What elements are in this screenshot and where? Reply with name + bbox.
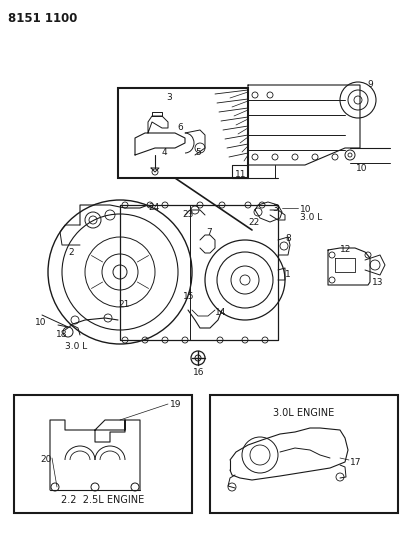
Text: 8151 1100: 8151 1100	[8, 12, 77, 25]
Text: 19: 19	[170, 400, 182, 409]
Text: 6: 6	[177, 123, 183, 132]
Text: 23: 23	[182, 210, 193, 219]
Bar	[118, 88, 248, 178]
Text: 22: 22	[248, 218, 259, 227]
Text: 3.0L ENGINE: 3.0L ENGINE	[273, 408, 335, 418]
Text: 21: 21	[118, 300, 129, 309]
Text: 2: 2	[68, 248, 74, 257]
Text: 3: 3	[272, 204, 278, 213]
Text: 7: 7	[206, 228, 212, 237]
Text: 10: 10	[356, 164, 367, 173]
Text: 14: 14	[215, 308, 226, 317]
Text: 12: 12	[340, 245, 351, 254]
Text: 10: 10	[300, 205, 312, 214]
Bar	[210, 395, 398, 513]
Text: 16: 16	[193, 368, 205, 377]
Text: 3: 3	[166, 93, 172, 102]
Text: 8: 8	[285, 234, 291, 243]
Text: 20: 20	[40, 455, 51, 464]
Text: 4: 4	[162, 148, 168, 157]
Text: 1: 1	[285, 270, 291, 279]
Text: 9: 9	[367, 80, 373, 89]
Text: 17: 17	[350, 458, 362, 467]
Text: 18: 18	[56, 330, 67, 339]
Text: 3.0 L: 3.0 L	[300, 213, 322, 222]
Text: 24: 24	[148, 203, 159, 212]
Text: 3.0 L: 3.0 L	[65, 342, 87, 351]
Text: 2.2  2.5L ENGINE: 2.2 2.5L ENGINE	[61, 495, 145, 505]
Text: 15: 15	[183, 292, 194, 301]
Text: 10: 10	[35, 318, 46, 327]
Bar	[14, 395, 192, 513]
Text: 5: 5	[195, 148, 201, 157]
Text: 13: 13	[372, 278, 383, 287]
Text: 11: 11	[235, 170, 247, 179]
